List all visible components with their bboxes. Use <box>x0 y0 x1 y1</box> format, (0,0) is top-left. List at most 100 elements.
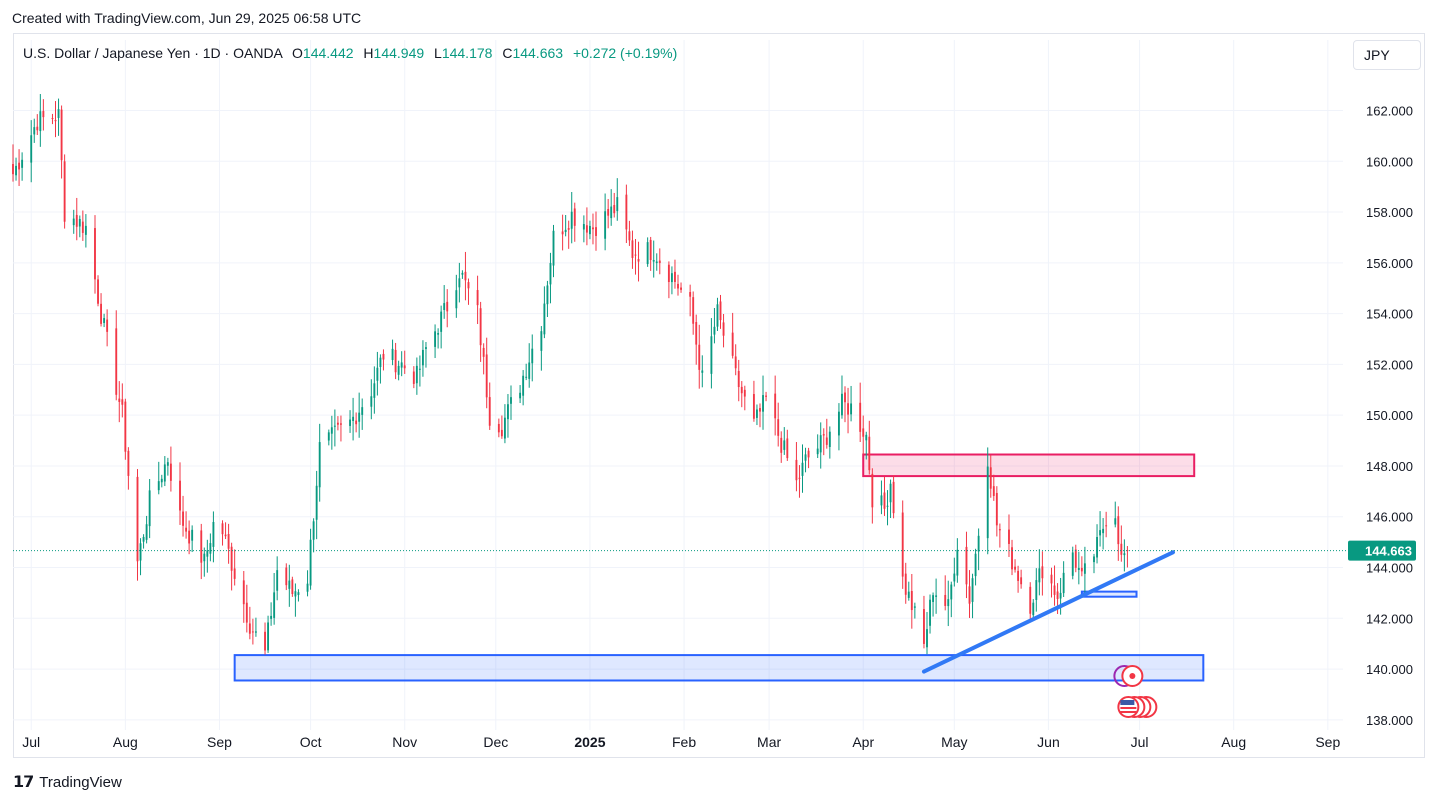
candle <box>464 251 467 301</box>
candle <box>306 570 309 597</box>
candle-body <box>752 394 755 419</box>
us-flag-icon <box>1120 700 1135 705</box>
candle <box>935 578 938 614</box>
candle <box>956 538 959 583</box>
candle <box>777 402 780 447</box>
candle-body <box>549 263 552 285</box>
candle-body <box>455 290 458 309</box>
candle <box>710 318 713 389</box>
candle <box>616 178 619 221</box>
candle-body <box>929 599 931 626</box>
candle <box>1020 569 1023 589</box>
footer-brand-text[interactable]: TradingView <box>39 773 122 791</box>
candle <box>588 220 591 240</box>
close-label: C <box>502 45 513 61</box>
candle <box>731 312 734 359</box>
candle <box>871 468 874 524</box>
candle-body <box>245 602 248 623</box>
candle <box>674 259 676 289</box>
candle-body <box>531 348 534 364</box>
candle-body <box>631 240 634 258</box>
candle <box>607 198 610 229</box>
candle-body <box>42 111 45 118</box>
candle <box>549 252 552 304</box>
candle <box>765 391 768 402</box>
candle-body <box>497 423 500 433</box>
candle <box>1029 582 1032 620</box>
candle <box>567 220 570 249</box>
candle <box>425 342 427 368</box>
candle <box>124 398 127 460</box>
candle-body <box>54 119 57 122</box>
candle-body <box>765 395 768 397</box>
candle-body <box>30 135 33 163</box>
candle-body <box>415 365 418 384</box>
candle <box>248 606 251 640</box>
candle <box>519 385 522 404</box>
candle-body <box>722 322 725 336</box>
low-value: 144.178 <box>441 45 493 61</box>
last-price-label: 144.663 <box>1365 544 1412 559</box>
candle-body <box>828 431 831 447</box>
candle <box>528 343 531 388</box>
candle <box>1077 551 1080 585</box>
candle <box>318 423 321 502</box>
y-tick-label: 152.000 <box>1366 357 1413 372</box>
candle-body <box>115 328 118 395</box>
candle <box>677 274 679 296</box>
candle-body <box>992 486 995 496</box>
symbol-title[interactable]: U.S. Dollar / Japanese Yen · 1D · OANDA <box>23 45 283 61</box>
candle <box>403 350 406 374</box>
candle-body <box>349 419 351 426</box>
candle-body <box>75 214 78 227</box>
candle <box>485 337 488 409</box>
candle-body <box>628 231 631 241</box>
candle <box>828 426 831 459</box>
candle <box>507 394 509 438</box>
candle-body <box>947 599 950 607</box>
candle-body <box>394 349 397 373</box>
candle <box>488 382 491 430</box>
candle-body <box>926 629 928 648</box>
candle <box>531 334 534 382</box>
candle <box>355 412 358 433</box>
candle-body <box>1035 580 1038 600</box>
candle-body <box>503 417 506 439</box>
candle-body <box>1096 536 1098 558</box>
candle <box>698 324 701 389</box>
candle <box>613 192 616 218</box>
y-tick-label: 142.000 <box>1366 611 1413 626</box>
candle <box>625 184 628 244</box>
candle <box>1083 546 1086 593</box>
y-tick-label: 156.000 <box>1366 256 1413 271</box>
candle <box>713 308 716 344</box>
candle <box>1053 565 1056 606</box>
candle <box>904 562 907 604</box>
candle <box>868 420 871 475</box>
footer-branding: 𝟭𝟳 TradingView <box>13 772 122 792</box>
candle-body <box>540 331 543 351</box>
candle <box>391 339 394 366</box>
candle-body <box>859 402 862 432</box>
candle-body <box>986 466 989 539</box>
candle-body <box>458 278 461 288</box>
tradingview-logo-icon[interactable]: 𝟭𝟳 <box>13 774 34 791</box>
candle-body <box>57 109 60 118</box>
candle-body <box>880 495 883 506</box>
candle <box>844 386 846 423</box>
candle <box>12 144 14 182</box>
candle-body <box>1056 591 1059 599</box>
candle-body <box>78 218 81 227</box>
candle <box>336 416 339 431</box>
currency-button[interactable]: JPY <box>1353 40 1421 70</box>
candle-body <box>467 282 470 289</box>
candle <box>907 581 910 601</box>
candle-body <box>1074 549 1077 568</box>
y-tick-label: 162.000 <box>1366 103 1413 118</box>
candle-body <box>136 476 139 562</box>
candle-body <box>476 290 479 306</box>
candle <box>695 314 698 365</box>
x-tick-label: May <box>941 734 967 750</box>
candle-body <box>1099 530 1102 536</box>
